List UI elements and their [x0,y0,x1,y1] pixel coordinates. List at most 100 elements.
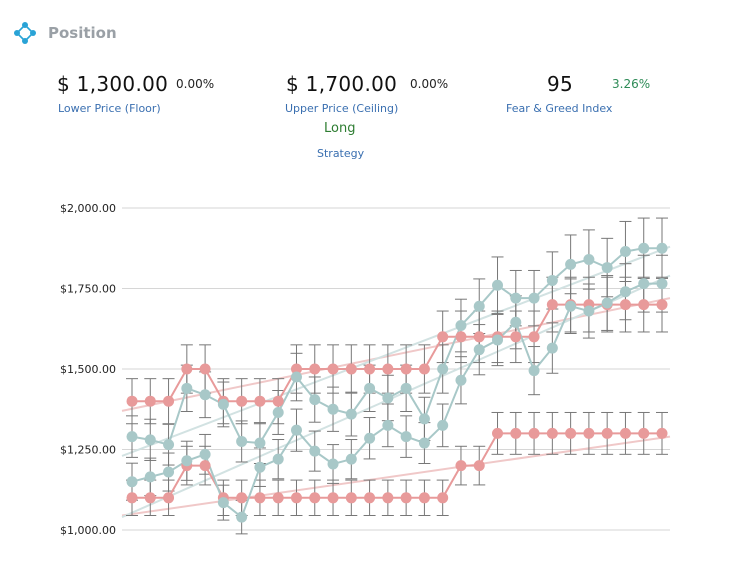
data-point [418,363,430,375]
series-line [131,247,662,446]
data-point [345,453,357,465]
upper-price-change: 0.00% [410,77,449,91]
data-point [199,448,211,460]
data-point [619,427,631,439]
fear-greed-value: 95 [547,72,574,96]
strategy-label: Strategy [317,147,365,160]
data-point [364,432,376,444]
upper-price-metric: $ 1,700.00 [286,72,397,96]
data-point [565,258,577,270]
data-point [638,427,650,439]
data-point [144,395,156,407]
data-point [382,419,394,431]
trendlines [121,245,671,519]
trendline [121,435,671,517]
data-point [126,431,138,443]
data-point [437,331,449,343]
data-point [199,363,211,375]
data-point [364,492,376,504]
y-tick-label: $1,250.00 [60,444,116,457]
data-point [455,460,467,472]
data-point [163,466,175,478]
strategy-value: Long [324,121,356,136]
data-point [309,492,321,504]
data-point [492,427,504,439]
data-point [619,286,631,298]
data-point [272,453,284,465]
data-point [400,431,412,443]
y-tick-label: $1,750.00 [60,283,116,296]
data-point [619,299,631,311]
data-point [455,374,467,386]
data-point [126,476,138,488]
data-point [656,427,668,439]
upper-price-label: Upper Price (Ceiling) [285,102,399,115]
data-point [418,492,430,504]
data-point [400,363,412,375]
data-point [418,437,430,449]
data-point [455,320,467,332]
data-point [473,344,485,356]
data-point [638,278,650,290]
lower-price-metric: $ 1,300.00 [57,72,168,96]
data-point [382,492,394,504]
fear-greed-change: 3.26% [612,77,651,91]
data-point [437,492,449,504]
data-point [254,461,266,473]
fear-greed-metric: 95 [547,72,573,96]
data-point [144,471,156,483]
data-point [272,395,284,407]
network-icon [14,22,36,44]
upper-price-value: $ 1,700.00 [286,72,398,96]
data-point [656,242,668,254]
data-point [364,382,376,394]
data-point [236,395,248,407]
data-point [418,413,430,425]
data-point [455,331,467,343]
data-point [254,492,266,504]
data-point [236,492,248,504]
data-point [510,331,522,343]
data-point [290,492,302,504]
data-point [382,392,394,404]
lower-price-change: 0.00% [176,77,215,91]
data-point [400,492,412,504]
data-point [601,262,613,274]
lower-price-value: $ 1,300.00 [57,72,169,96]
data-point [638,299,650,311]
data-point [510,292,522,304]
data-point [144,492,156,504]
data-point [546,299,558,311]
data-point [290,363,302,375]
y-axis: $1,000.00 $1,250.00 $1,500.00 $1,750.00 $2,0… [60,202,116,537]
data-point [199,460,211,472]
data-point [528,365,540,377]
data-point [382,363,394,375]
data-point [565,300,577,312]
data-point [126,395,138,407]
y-tick-label: $2,000.00 [60,202,116,215]
data-point [236,511,248,523]
data-point [528,427,540,439]
data-point [144,434,156,446]
data-point [583,254,595,266]
data-point [254,395,266,407]
fear-greed-label: Fear & Greed Index [506,102,613,115]
series-line [131,282,662,519]
data-point [656,299,668,311]
data-point [345,492,357,504]
data-point [290,371,302,383]
data-point [272,492,284,504]
data-point [163,492,175,504]
data-point [199,389,211,401]
data-point [601,297,613,309]
data-point [345,363,357,375]
data-point [656,278,668,290]
data-point [181,455,193,467]
data-point [492,334,504,346]
data-point [236,435,248,447]
data-point [163,439,175,451]
data-point [510,316,522,328]
data-point [546,274,558,286]
y-tick-label: $1,000.00 [60,524,116,537]
